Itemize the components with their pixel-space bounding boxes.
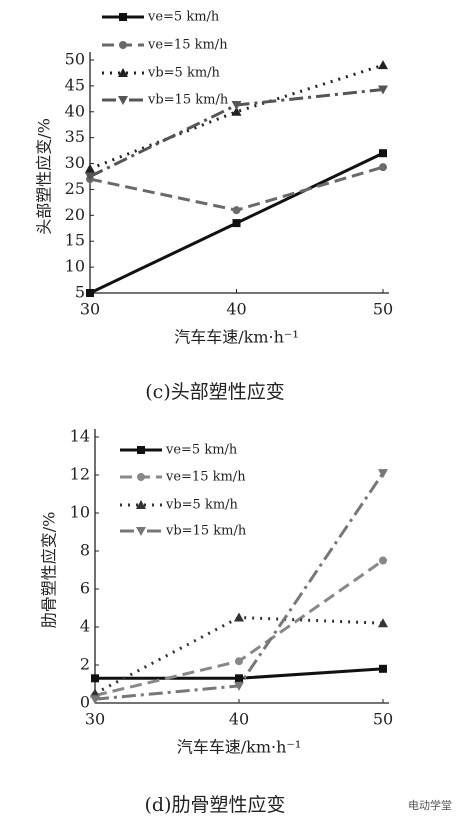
legend-label: ve=5 km/h [165,443,238,458]
y-tick-label: 50 [65,50,85,69]
marker [231,101,242,111]
marker [234,612,244,622]
marker [118,68,128,77]
caption: (c)头部塑性应变 [145,381,284,403]
y-tick-label: 14 [70,427,90,446]
marker [379,664,387,673]
y-tick-label: 6 [80,579,90,598]
y-axis-label: 头部塑性应变/% [35,118,54,235]
marker [235,657,243,666]
y-tick-label: 5 [75,283,85,302]
y-tick-label: 45 [65,75,85,94]
marker [232,219,241,228]
marker [90,695,100,705]
legend-label: vb=15 km/h [165,524,247,539]
marker [85,163,95,173]
marker [136,500,146,509]
marker [86,289,94,297]
x-axis-label: 汽车车速/km·h⁻¹ [177,738,302,757]
marker [136,527,146,536]
y-tick-label: 4 [80,617,90,636]
legend-label: vb=5 km/h [147,66,221,81]
legend-label: vb=15 km/h [147,93,229,108]
x-tick-label: 40 [226,300,246,319]
marker [379,556,387,565]
y-tick-label: 20 [65,205,85,224]
legend-label: ve=5 km/h [147,10,220,25]
y-tick-label: 10 [70,503,90,522]
marker [118,96,128,105]
caption: (d)肋骨塑性应变 [145,794,286,816]
marker [378,618,388,628]
marker [91,674,99,683]
y-tick-label: 8 [80,541,90,560]
x-axis-label: 汽车车速/km·h⁻¹ [174,328,299,347]
marker [235,674,243,683]
marker [119,13,127,21]
y-tick-label: 40 [65,101,85,120]
x-tick-label: 40 [229,710,249,729]
x-tick-label: 30 [85,710,105,729]
y-tick-label: 12 [70,465,90,484]
y-axis-label: 肋骨塑性应变/% [40,512,59,629]
y-tick-label: 2 [80,655,90,674]
marker [85,172,95,182]
marker [379,163,387,172]
marker [234,681,244,691]
x-tick-label: 50 [373,710,393,729]
y-tick-label: 10 [65,257,85,276]
y-tick-label: 0 [80,693,90,712]
x-tick-label: 50 [373,300,393,319]
marker [379,149,387,158]
legend-label: ve=15 km/h [165,470,246,485]
marker [137,446,145,454]
watermark: 电动学堂 [408,798,452,812]
marker [137,473,145,481]
y-tick-label: 25 [65,179,85,198]
series-line [89,63,384,171]
marker [231,106,242,116]
x-tick-label: 30 [80,300,100,319]
marker [232,206,241,215]
y-tick-label: 30 [65,153,85,172]
marker [378,469,388,479]
legend-label: ve=15 km/h [147,38,228,53]
marker [378,60,388,70]
legend-label: vb=5 km/h [165,498,239,513]
marker [378,85,388,95]
y-tick-label: 35 [65,127,85,146]
y-tick-label: 15 [65,231,85,250]
marker [119,41,127,49]
